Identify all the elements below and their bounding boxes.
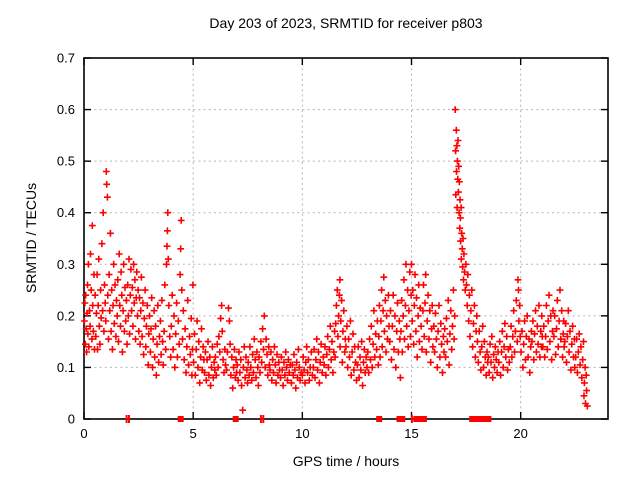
x-tick-label: 0	[80, 426, 87, 441]
y-tick-label: 0	[68, 412, 75, 427]
x-tick-label: 20	[513, 426, 527, 441]
tick-labels: 0 5 10 15 20 0 0.1 0.2 0.3 0.4 0.5 0.6 0.7	[57, 51, 528, 442]
chart-title: Day 203 of 2023, SRMTID for receiver p80…	[209, 15, 482, 31]
data-points-layer	[81, 106, 591, 423]
y-tick-label: 0.3	[57, 257, 75, 272]
y-tick-label: 0.5	[57, 154, 75, 169]
y-tick-label: 0.2	[57, 308, 75, 323]
x-tick-label: 15	[404, 426, 418, 441]
x-axis-label: GPS time / hours	[293, 453, 400, 469]
axes	[83, 57, 609, 420]
x-tick-label: 5	[190, 426, 197, 441]
x-tick-label: 10	[295, 426, 309, 441]
y-axis-label: SRMTID / TECUs	[23, 183, 39, 293]
plot-border	[83, 57, 609, 420]
y-tick-label: 0.7	[57, 51, 75, 66]
y-tick-label: 0.1	[57, 360, 75, 375]
y-tick-label: 0.6	[57, 102, 75, 117]
y-tick-label: 0.4	[57, 205, 75, 220]
data-points-plus	[81, 106, 591, 414]
